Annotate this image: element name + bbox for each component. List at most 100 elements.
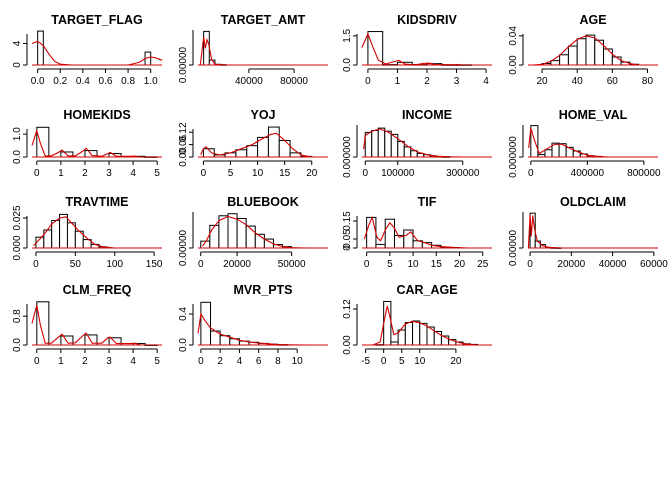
x-tick-label: 0.2 — [53, 76, 67, 87]
histogram-bar — [236, 218, 247, 249]
x-tick-label: 1 — [395, 76, 401, 87]
panel-oldclaim: OLDCLAIM 0 20000 40000 60000 0.00000 — [508, 195, 668, 270]
histogram-bar — [550, 60, 561, 66]
x-tick-label: 5 — [399, 356, 405, 367]
x-tick-label: 0 — [527, 259, 533, 270]
panel-title: AGE — [579, 13, 606, 27]
x-tick-label: 0.8 — [121, 76, 135, 87]
panel-yoj: YOJ 0 5 10 15 20 0.000.060.12 — [178, 108, 328, 179]
histogram-bar — [397, 140, 405, 158]
histogram-bar — [200, 301, 212, 346]
panel-income: INCOME 0 100000 300000 0.000000 — [342, 108, 492, 179]
x-tick-label: 4 — [483, 76, 489, 87]
x-tick-label: 5 — [387, 259, 393, 270]
histogram-bar — [375, 243, 386, 249]
y-tick-label: 0.15 — [342, 211, 353, 231]
y-tick-label: 0.00000 — [508, 229, 519, 266]
x-tick-label: 80000 — [280, 76, 308, 87]
histogram-bar — [246, 145, 259, 158]
x-tick-label: 5 — [154, 356, 160, 367]
panel-bluebook: BLUEBOOK 0 20000 50000 0.00000 — [178, 195, 328, 270]
panel-title: HOME_VAL — [559, 108, 628, 122]
histogram-bar — [559, 54, 569, 66]
y-tick-label: 0.0 — [342, 58, 353, 72]
x-tick-label: 100 — [106, 259, 123, 270]
y-tick-label: 0.0 — [12, 150, 23, 164]
x-tick-label: 20000 — [557, 259, 585, 270]
x-tick-label: 300000 — [446, 168, 480, 179]
panel-title: HOMEKIDS — [63, 108, 130, 122]
y-tick-label: 1.5 — [342, 28, 353, 42]
density-curve — [200, 132, 328, 158]
x-tick-label: 0 — [198, 259, 204, 270]
panel-clm-freq: CLM_FREQ 0 1 2 3 4 5 0.0 0.8 — [12, 283, 162, 367]
x-tick-label: 0 — [33, 259, 39, 270]
histogram-bar — [366, 216, 377, 249]
x-tick-label: 800000 — [627, 168, 661, 179]
x-tick-label: 0 — [198, 356, 204, 367]
density-curve — [363, 128, 492, 158]
x-tick-label: 4 — [237, 356, 243, 367]
x-tick-label: 80 — [642, 76, 654, 87]
x-tick-label: 20 — [306, 168, 318, 179]
panel-title: CLM_FREQ — [63, 283, 132, 297]
panel-title: CAR_AGE — [396, 283, 457, 297]
y-tick-label: 0.12 — [342, 299, 353, 319]
y-tick-label: 0.0 — [178, 338, 189, 352]
histogram-bar — [367, 31, 384, 66]
y-tick-label: 0.000000 — [342, 136, 353, 178]
x-tick-label: 1 — [58, 356, 64, 367]
density-curve — [363, 215, 492, 249]
x-tick-label: 15 — [279, 168, 291, 179]
y-tick-label: 0.00000 — [178, 229, 189, 266]
histogram-bar — [37, 30, 44, 66]
panel-title: BLUEBOOK — [227, 195, 299, 209]
density-curve — [199, 36, 328, 66]
histogram-bar — [603, 48, 613, 66]
histogram-bar — [403, 146, 412, 158]
panel-title: TARGET_AMT — [221, 13, 306, 27]
y-tick-label: 0.04 — [508, 26, 519, 46]
x-tick-label: 4 — [130, 168, 136, 179]
y-tick-label: 0.05 — [342, 229, 353, 249]
y-tick-label: 0 — [342, 245, 353, 251]
density-curve — [527, 214, 658, 249]
x-tick-label: 1.0 — [144, 76, 158, 87]
panel-mvr-pts: MVR_PTS 0 2 4 6 8 10 0.0 0.4 — [178, 283, 328, 367]
x-tick-label: 0 — [381, 356, 387, 367]
x-tick-label: 8 — [275, 356, 281, 367]
histogram-bar — [576, 38, 587, 66]
x-tick-label: 60000 — [640, 259, 668, 270]
x-tick-label: 0 — [34, 356, 40, 367]
y-tick-label: 0.025 — [12, 205, 23, 230]
x-tick-label: 50 — [70, 259, 82, 270]
x-tick-label: 60 — [607, 76, 619, 87]
x-tick-label: 5 — [154, 168, 160, 179]
histogram-bar — [377, 127, 386, 158]
x-tick-label: 6 — [256, 356, 262, 367]
x-tick-label: -5 — [361, 356, 370, 367]
density-curve — [197, 312, 328, 346]
x-tick-label: 20 — [450, 356, 462, 367]
y-tick-label: 0.8 — [12, 309, 23, 323]
x-tick-label: 2 — [424, 76, 430, 87]
histogram-bar — [235, 149, 248, 158]
y-tick-label: 0.00 — [178, 147, 189, 167]
panel-title: INCOME — [402, 108, 452, 122]
histogram-bar — [585, 34, 596, 66]
x-tick-label: 20 — [454, 259, 466, 270]
density-curve — [31, 128, 162, 158]
x-tick-label: 0.6 — [99, 76, 113, 87]
x-tick-label: 2 — [82, 356, 88, 367]
y-tick-label: 0.12 — [178, 122, 189, 142]
density-curve — [31, 40, 163, 66]
histogram-bar — [209, 224, 220, 249]
histogram-bar — [267, 126, 280, 158]
histogram-bar — [59, 213, 68, 249]
histogram-bar — [364, 131, 373, 158]
histogram-bar — [66, 222, 76, 249]
panel-title: TRAVTIME — [66, 195, 129, 209]
y-tick-label: 4 — [12, 40, 23, 46]
x-tick-label: 20 — [536, 76, 548, 87]
